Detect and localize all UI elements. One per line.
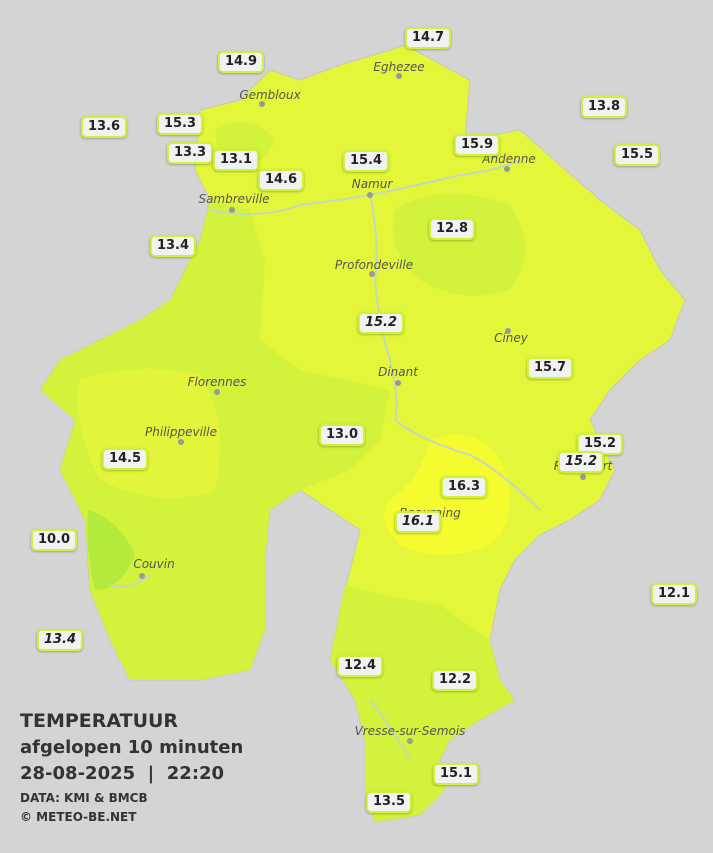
station-label: 15.5: [613, 144, 661, 166]
title: TEMPERATUUR: [20, 710, 179, 732]
station-label: 16.3: [440, 476, 488, 498]
zone-cold-couvin: [87, 510, 135, 590]
city-dot: [505, 328, 511, 334]
station-label: 14.6: [257, 169, 305, 191]
station-label: 13.4: [149, 235, 197, 257]
station-label: 13.6: [80, 116, 128, 138]
city-name: Vresse-sur-Semois: [354, 724, 466, 738]
city-dot: [178, 439, 184, 445]
station-label: 13.0: [318, 424, 366, 446]
subtitle: afgelopen 10 minuten: [20, 737, 244, 758]
station-label: 15.9: [453, 134, 501, 156]
credit: © METEO-BE.NET: [20, 810, 137, 824]
city-name: Ciney: [494, 331, 528, 345]
city-name: Profondeville: [334, 258, 414, 272]
station-label: 15.4: [342, 150, 390, 172]
station-label: 13.1: [212, 149, 260, 171]
station-label: 13.8: [580, 96, 628, 118]
city-dot: [229, 207, 235, 213]
station-label: 10.0: [30, 529, 78, 551]
city-dot: [395, 380, 401, 386]
station-label: 15.2: [576, 433, 624, 455]
city-name: Dinant: [378, 365, 418, 379]
city-dot: [139, 573, 145, 579]
city-dot: [369, 271, 375, 277]
city-dot: [214, 389, 220, 395]
station-label: 12.4: [336, 655, 384, 677]
city-dot: [407, 738, 413, 744]
station-label: 14.7: [404, 27, 452, 49]
station-label: 13.4: [36, 629, 84, 651]
source: DATA: KMI & BMCB: [20, 791, 148, 805]
station-label: 14.5: [101, 448, 149, 470]
city-dot: [504, 166, 510, 172]
station-label: 15.2: [557, 451, 605, 473]
station-label: 15.7: [526, 357, 574, 379]
datetime: 28-08-2025 | 22:20: [20, 763, 225, 784]
station-label: 12.1: [650, 583, 698, 605]
station-label: 15.3: [156, 113, 204, 135]
city-name: Sambreville: [198, 192, 270, 206]
city-dot: [259, 101, 265, 107]
zone-cool-north: [215, 122, 525, 822]
station-label: 12.8: [428, 218, 476, 240]
station-label: 16.1: [394, 511, 442, 533]
city-name: Philippeville: [145, 425, 217, 439]
station-label: 14.9: [217, 51, 265, 73]
station-label: 13.5: [365, 791, 413, 813]
station-label: 15.2: [357, 312, 405, 334]
city-name: Gembloux: [239, 88, 301, 102]
city-name: Florennes: [187, 375, 247, 389]
city-name: Eghezee: [373, 60, 425, 74]
station-label: 13.3: [166, 142, 214, 164]
station-label: 15.1: [432, 763, 480, 785]
station-label: 12.2: [431, 669, 479, 691]
city-name: Namur: [351, 177, 393, 191]
city-name: Couvin: [133, 557, 175, 571]
city-dot: [396, 73, 402, 79]
city-dot: [367, 192, 373, 198]
city-dot: [580, 474, 586, 480]
